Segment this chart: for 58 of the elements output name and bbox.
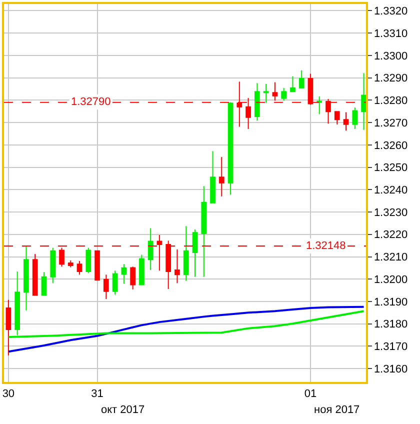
y-tick-label: 1.3300 bbox=[374, 50, 408, 62]
candlestick bbox=[192, 228, 198, 278]
candlestick bbox=[254, 82, 260, 122]
y-tick-label: 1.3260 bbox=[374, 140, 408, 152]
y-tick-label: 1.3310 bbox=[374, 28, 408, 40]
candlestick bbox=[174, 248, 180, 284]
candlestick bbox=[210, 150, 216, 204]
y-tick-label: 1.3200 bbox=[374, 274, 408, 286]
y-tick-label: 1.3220 bbox=[374, 229, 408, 242]
y-tick-label: 1.3190 bbox=[374, 296, 408, 308]
y-tick-label: 1.3170 bbox=[374, 341, 408, 354]
y-tick-label: 1.3250 bbox=[374, 162, 408, 174]
candlestick bbox=[218, 156, 224, 197]
candlestick bbox=[263, 83, 269, 104]
candlestick bbox=[343, 112, 349, 132]
candlestick bbox=[156, 234, 162, 272]
y-tick-label: 1.3240 bbox=[374, 184, 408, 196]
candlestick bbox=[76, 260, 82, 276]
x-tick-label: 30 bbox=[2, 388, 15, 400]
candlestick bbox=[94, 250, 100, 281]
candlestick bbox=[228, 102, 234, 196]
candlestick bbox=[201, 186, 207, 278]
text: окт 2017 bbox=[101, 404, 145, 416]
candlestick bbox=[86, 247, 92, 274]
y-tick-label: 1.3160 bbox=[374, 363, 408, 376]
candlestick bbox=[121, 264, 127, 284]
candlestick bbox=[50, 247, 56, 284]
ref-line-label: 1.32790 bbox=[71, 96, 111, 108]
y-tick-label: 1.3230 bbox=[374, 206, 408, 219]
candlestick bbox=[139, 254, 144, 286]
candlestick bbox=[24, 246, 29, 311]
candlestick bbox=[41, 272, 47, 296]
y-tick-label: 1.3210 bbox=[374, 252, 408, 264]
candlestick bbox=[148, 228, 154, 270]
text: ноя 2017 bbox=[314, 404, 360, 416]
candlestick bbox=[103, 274, 109, 300]
candlestick bbox=[32, 254, 38, 296]
ref-line-label: 1.32148 bbox=[306, 240, 346, 252]
y-tick-label: 1.3280 bbox=[374, 95, 408, 108]
candlestick bbox=[68, 260, 74, 268]
candlestick bbox=[130, 266, 136, 290]
y-tick-label: 1.3320 bbox=[374, 6, 408, 18]
line-series bbox=[7, 306, 365, 353]
x-tick-label: 01 bbox=[304, 388, 317, 400]
candlestick bbox=[361, 72, 366, 130]
candlestick bbox=[334, 111, 340, 125]
y-tick-label: 1.3180 bbox=[374, 318, 408, 331]
candlestick bbox=[112, 270, 118, 296]
y-tick-label: 1.3270 bbox=[374, 117, 408, 130]
candlestick bbox=[298, 70, 304, 88]
candlestick bbox=[316, 96, 322, 115]
candlestick bbox=[183, 226, 189, 282]
candlestick bbox=[281, 87, 286, 102]
y-tick-label: 1.3290 bbox=[374, 72, 408, 85]
candlestick bbox=[6, 299, 12, 356]
candlestick bbox=[352, 107, 358, 130]
x-tick-label: 31 bbox=[91, 388, 104, 400]
candlestick bbox=[290, 76, 296, 92]
